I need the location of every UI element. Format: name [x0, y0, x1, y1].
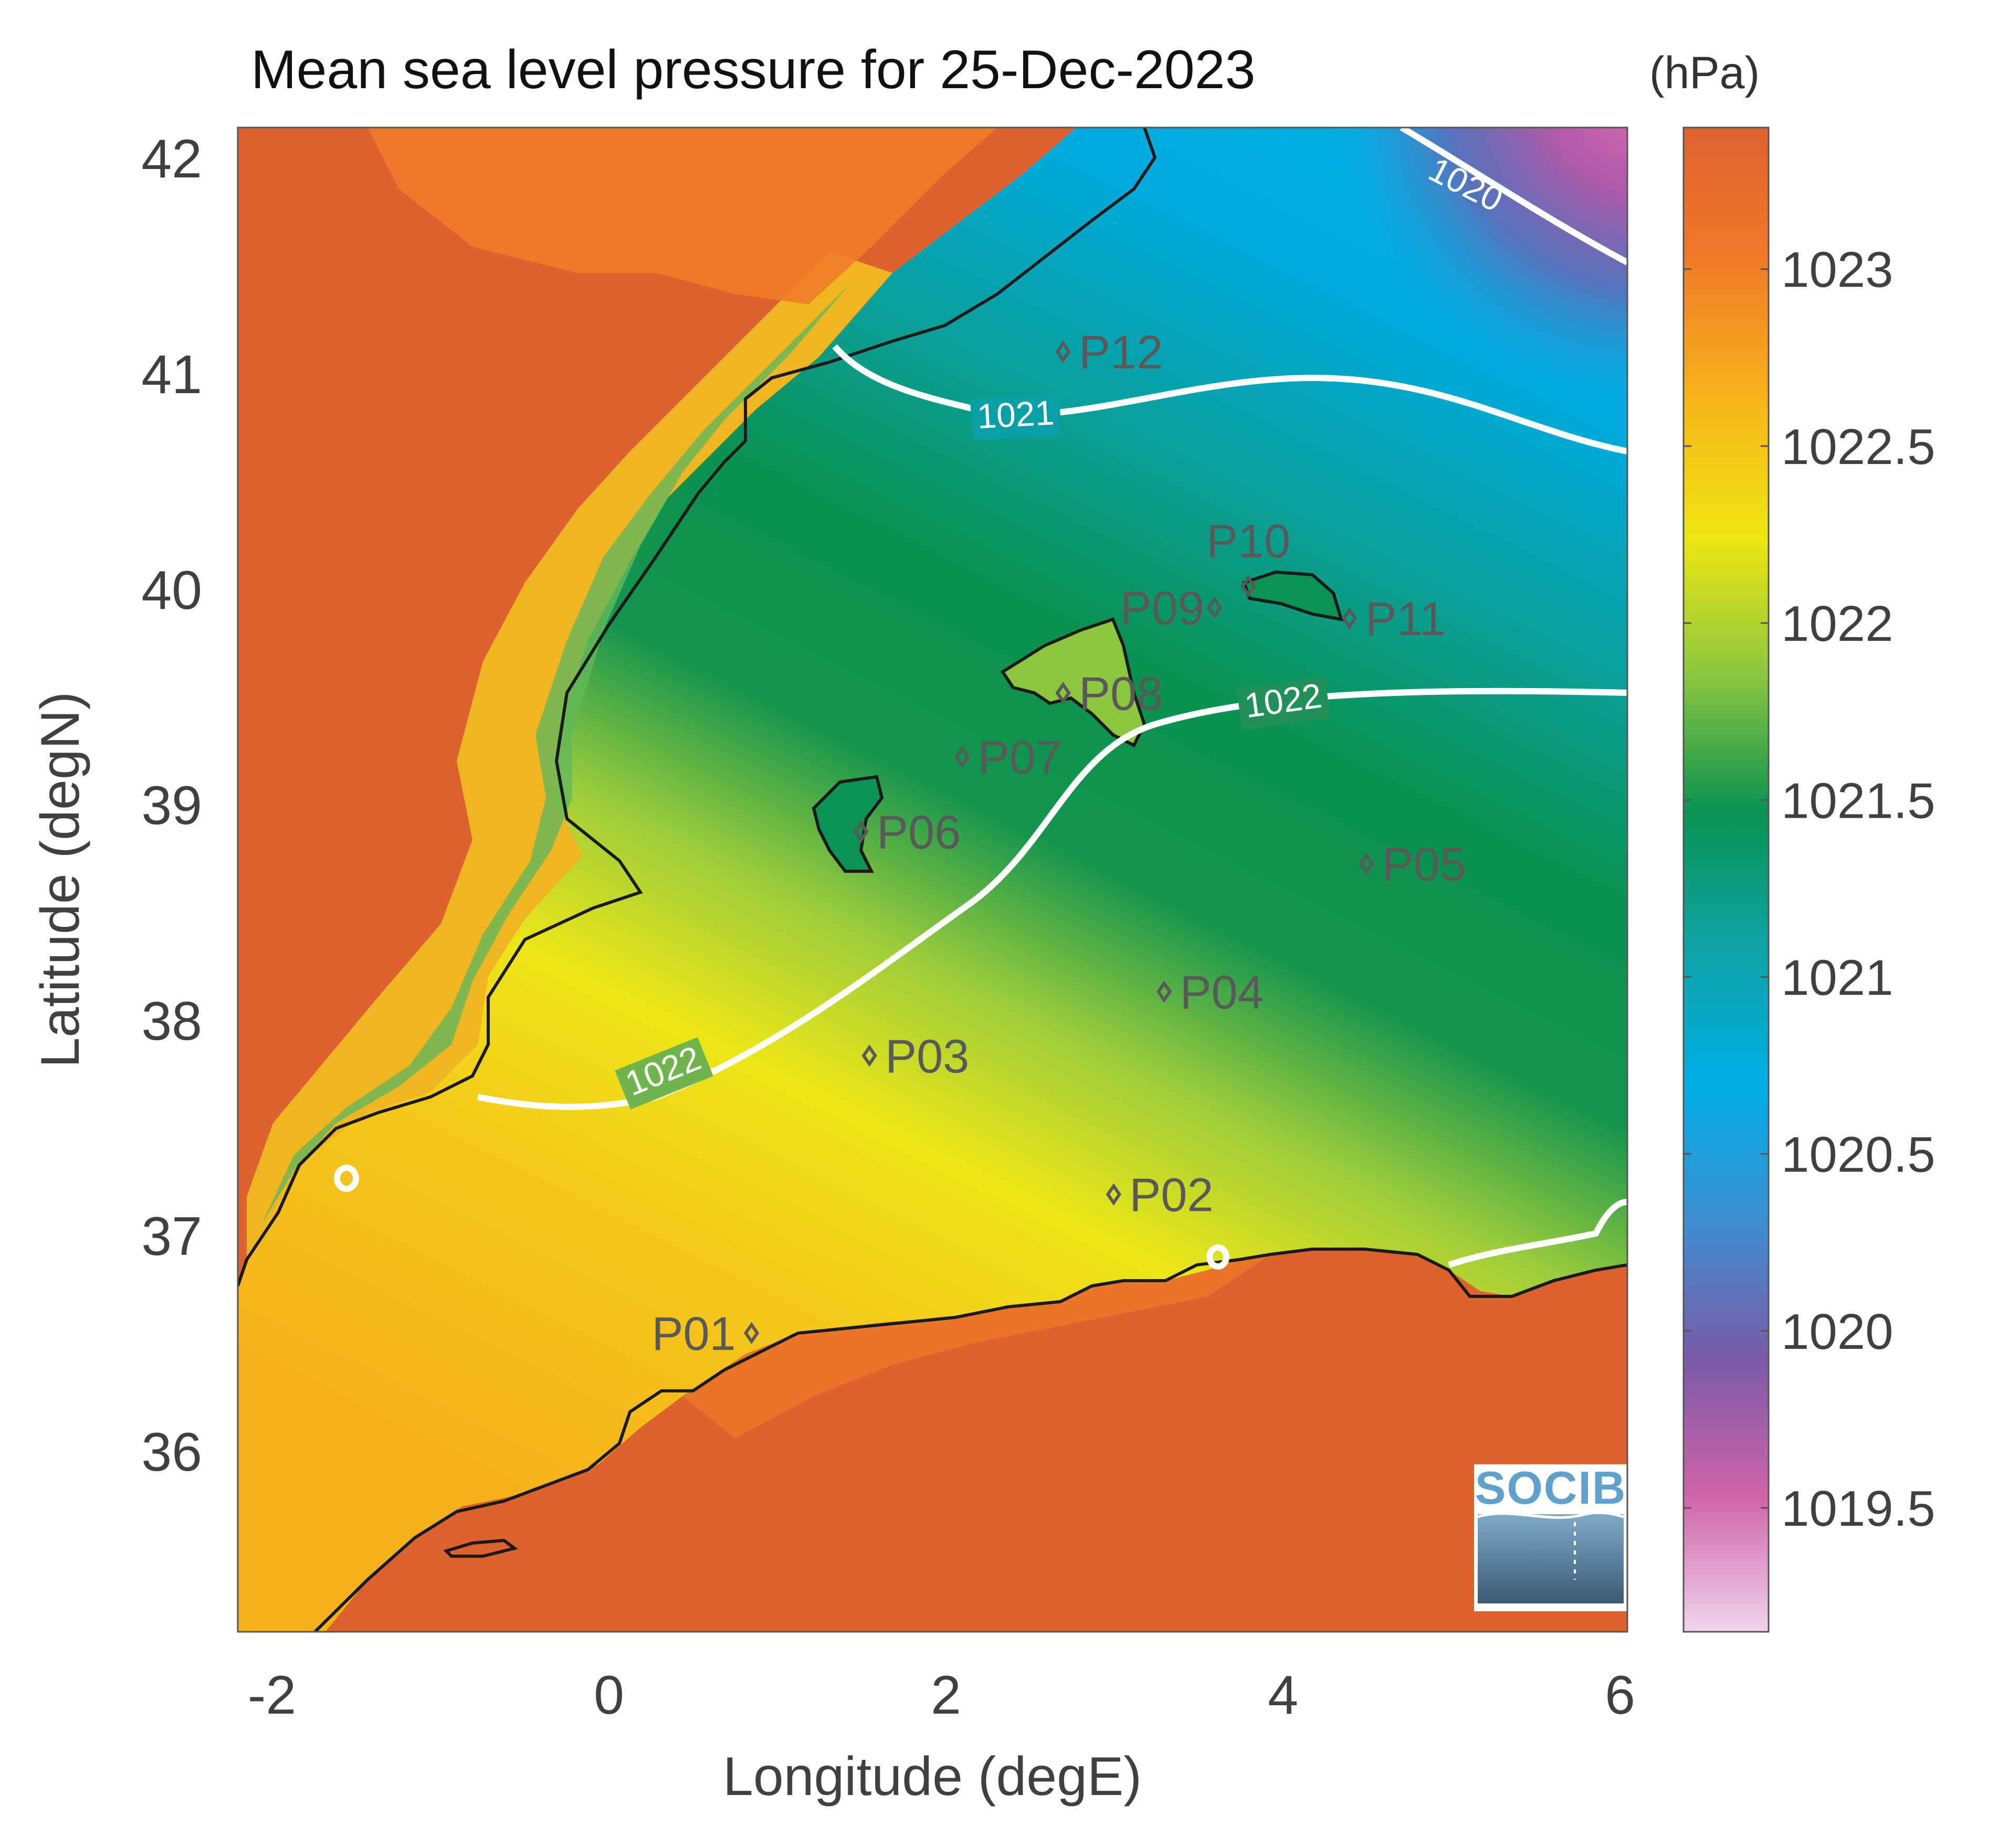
- x-tick-label: 0: [594, 1665, 624, 1726]
- colorbar: (hPa) 1019.5 1020 1020.5 1021 1021.5 1022 1022…: [1649, 48, 1936, 1633]
- colorbar-ticks: 1019.5 1020 1020.5 1021 1021.5 1022 1022.5 1023: [1684, 242, 1936, 1537]
- mallorca-island: [1000, 617, 1147, 748]
- chart-title: Mean sea level pressure for 25-Dec-2023: [251, 39, 1255, 100]
- y-tick-label: 38: [141, 991, 202, 1052]
- svg-text:1021: 1021: [976, 393, 1055, 436]
- x-tick-label: -2: [248, 1665, 296, 1726]
- station-label: P11: [1365, 593, 1446, 646]
- x-tick-label: 4: [1268, 1665, 1298, 1726]
- y-tick-label: 42: [141, 129, 202, 189]
- africa-coastline: [313, 1248, 1627, 1632]
- colorbar-tick-label: 1020: [1781, 1304, 1894, 1360]
- colorbar-tick-label: 1021: [1781, 949, 1894, 1006]
- menorca-island: [1242, 570, 1344, 621]
- station-marker: [861, 1044, 877, 1067]
- contour-1020: [1400, 128, 1627, 266]
- colorbar-gradient: [1682, 126, 1770, 1633]
- iberia-coastal-band: [247, 252, 892, 1260]
- socib-logo-text: SOCIB: [1475, 1462, 1627, 1514]
- y-axis: 36 37 38 39 40 41 42 Latitude (degN): [30, 129, 202, 1483]
- plot-frame: [237, 126, 1628, 1633]
- colorbar-tick-label: 1022.5: [1781, 419, 1936, 475]
- station-marker: [853, 820, 869, 843]
- station-marker: [1106, 1183, 1122, 1206]
- station-marker: [1341, 607, 1358, 630]
- y-tick-label: 39: [141, 775, 202, 836]
- map-plot-area: 1020 1021 1022 1022 SOCIB P01P02P03P04P0…: [238, 128, 1627, 1632]
- station-label: P06: [877, 807, 961, 859]
- station-marker: [1359, 852, 1374, 875]
- station-label: P10: [1206, 515, 1290, 568]
- iberia-north-orange: [367, 128, 997, 304]
- colorbar-tick-label: 1019.5: [1781, 1481, 1936, 1537]
- station-marker: [1207, 596, 1223, 619]
- contour-1021: [832, 344, 1627, 455]
- y-tick-label: 37: [141, 1206, 202, 1267]
- contour-loop-west: [334, 1165, 359, 1192]
- station-marker: [1156, 980, 1172, 1003]
- station-label: P09: [1120, 583, 1204, 635]
- station-marker: [954, 745, 970, 768]
- station-label: P03: [885, 1030, 969, 1083]
- y-axis-label: Latitude (degN): [30, 692, 91, 1068]
- station-label: P12: [1079, 326, 1163, 379]
- y-tick-label: 36: [141, 1422, 202, 1483]
- colorbar-unit: (hPa): [1649, 48, 1760, 98]
- x-axis-label: Longitude (degE): [723, 1746, 1142, 1807]
- x-tick-label: 2: [931, 1665, 961, 1726]
- station-marker: [743, 1322, 760, 1345]
- ibiza-island: [812, 775, 884, 873]
- station-label: P04: [1180, 966, 1264, 1019]
- colorbar-tick-label: 1021.5: [1781, 773, 1936, 829]
- x-axis: -2 0 2 4 6 Longitude (degE): [248, 1665, 1635, 1807]
- y-tick-label: 41: [141, 344, 202, 405]
- contour-label-1021: 1021: [970, 393, 1061, 441]
- x-tick-label: 6: [1605, 1665, 1635, 1726]
- contour-loop-south: [1206, 1244, 1229, 1270]
- colorbar-tick-label: 1023: [1781, 242, 1894, 298]
- station-label: P05: [1382, 839, 1466, 891]
- iberia-coastline: [238, 128, 1157, 1286]
- station-label: P08: [1079, 668, 1163, 720]
- station-label: P01: [651, 1308, 735, 1360]
- station-marker: [1055, 340, 1071, 363]
- y-tick-label: 40: [141, 560, 202, 621]
- colorbar-tick-label: 1022: [1781, 596, 1894, 652]
- station-label: P07: [978, 732, 1062, 784]
- station-label: P02: [1129, 1169, 1213, 1222]
- contour-1022-southeast: [1448, 1199, 1627, 1268]
- station-marker: [1055, 681, 1071, 704]
- alboran-islet: [443, 1538, 518, 1558]
- colorbar-tick-label: 1020.5: [1781, 1127, 1936, 1183]
- africa-land: [325, 1249, 1627, 1632]
- socib-logo: SOCIB: [1474, 1462, 1627, 1611]
- station-marker: [1240, 575, 1256, 598]
- africa-coastal-band: [682, 1254, 1270, 1438]
